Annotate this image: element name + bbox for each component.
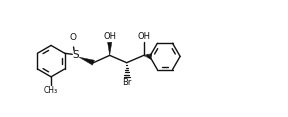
Text: CH₃: CH₃	[44, 86, 58, 95]
Polygon shape	[108, 42, 112, 55]
Text: S: S	[72, 50, 79, 60]
Text: OH: OH	[103, 32, 116, 41]
Text: O: O	[69, 33, 76, 42]
Polygon shape	[79, 57, 94, 65]
Text: OH: OH	[137, 32, 150, 41]
Text: Br: Br	[122, 78, 131, 87]
